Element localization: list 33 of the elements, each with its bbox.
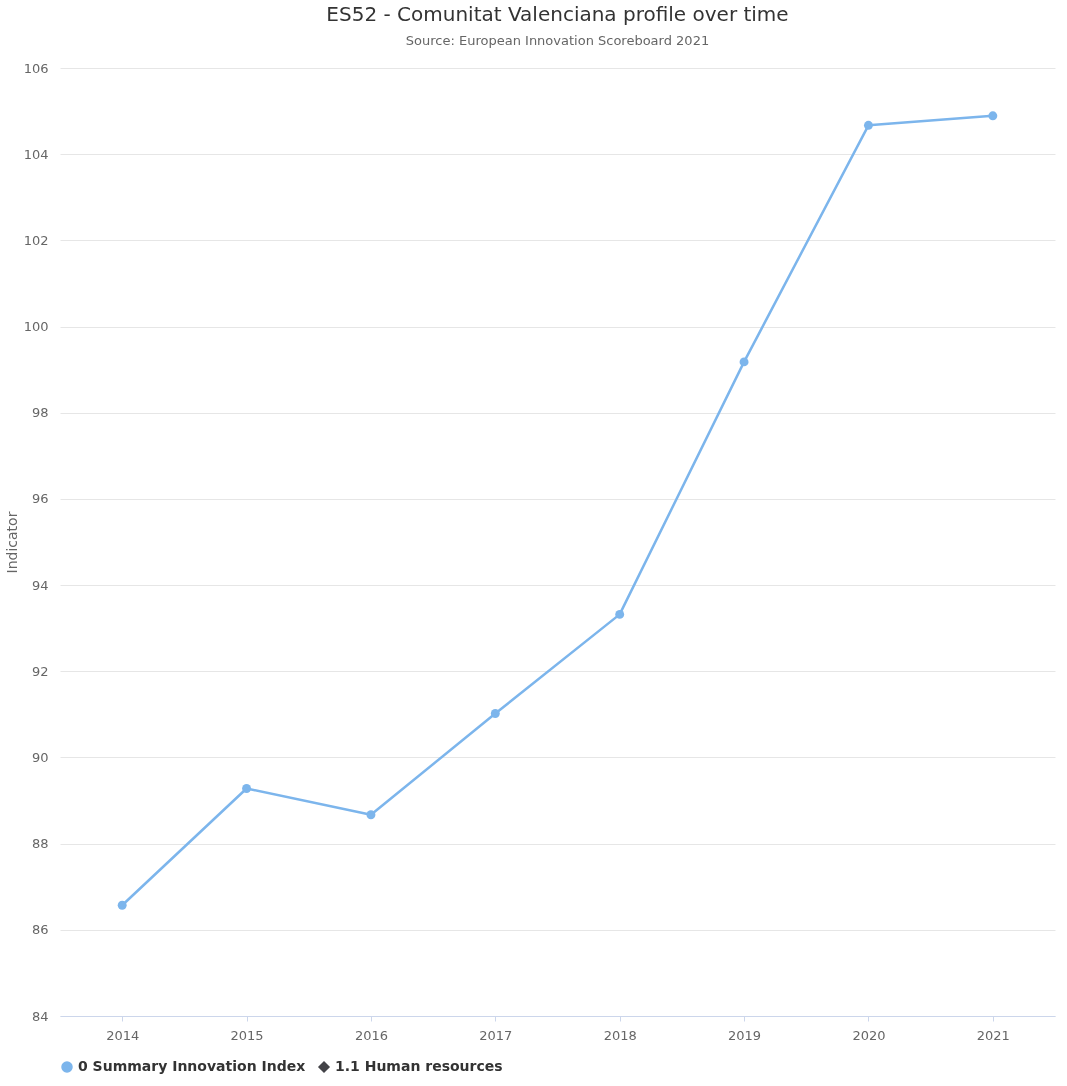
x-tick-label: 2017 <box>479 1027 513 1043</box>
y-tick-label: 96 <box>31 491 49 507</box>
x-tick-label: 2021 <box>976 1027 1010 1043</box>
point <box>490 709 500 718</box>
point <box>615 609 625 619</box>
y-tick-label: 102 <box>23 232 49 248</box>
y-tick-label: 94 <box>31 577 49 593</box>
y-tick-label: 90 <box>31 749 49 765</box>
legend-label: 1.1 Human resources <box>335 1058 503 1074</box>
y-tick-label: 104 <box>23 146 49 162</box>
y-tick-label: 88 <box>31 836 49 852</box>
point <box>739 357 749 367</box>
x-tick-label: 2016 <box>354 1027 388 1043</box>
legend-label: 0 Summary Innovation Index <box>78 1058 306 1074</box>
y-tick-label: 98 <box>31 405 49 421</box>
point <box>988 111 998 121</box>
chart-subtitle: Source: European Innovation Scoreboard 2021 <box>405 33 710 48</box>
point <box>117 900 127 910</box>
y-tick-label: 84 <box>31 1008 49 1024</box>
y-axis-title: Indicator <box>3 511 20 574</box>
point <box>242 784 252 793</box>
x-tick-label: 2019 <box>728 1027 762 1043</box>
x-tick-label: 2018 <box>603 1027 637 1043</box>
x-tick-label: 2020 <box>852 1027 886 1043</box>
y-tick-label: 92 <box>31 663 49 679</box>
point <box>366 810 376 820</box>
y-tick-label: 100 <box>23 319 49 335</box>
y-tick-label: 86 <box>31 922 49 938</box>
x-tick-label: 2015 <box>230 1027 264 1043</box>
y-tick-label: 106 <box>23 60 49 76</box>
chart-title: ES52 - Comunitat Valenciana profile over time <box>326 2 789 26</box>
point <box>863 120 873 130</box>
x-tick-label: 2014 <box>106 1027 140 1043</box>
